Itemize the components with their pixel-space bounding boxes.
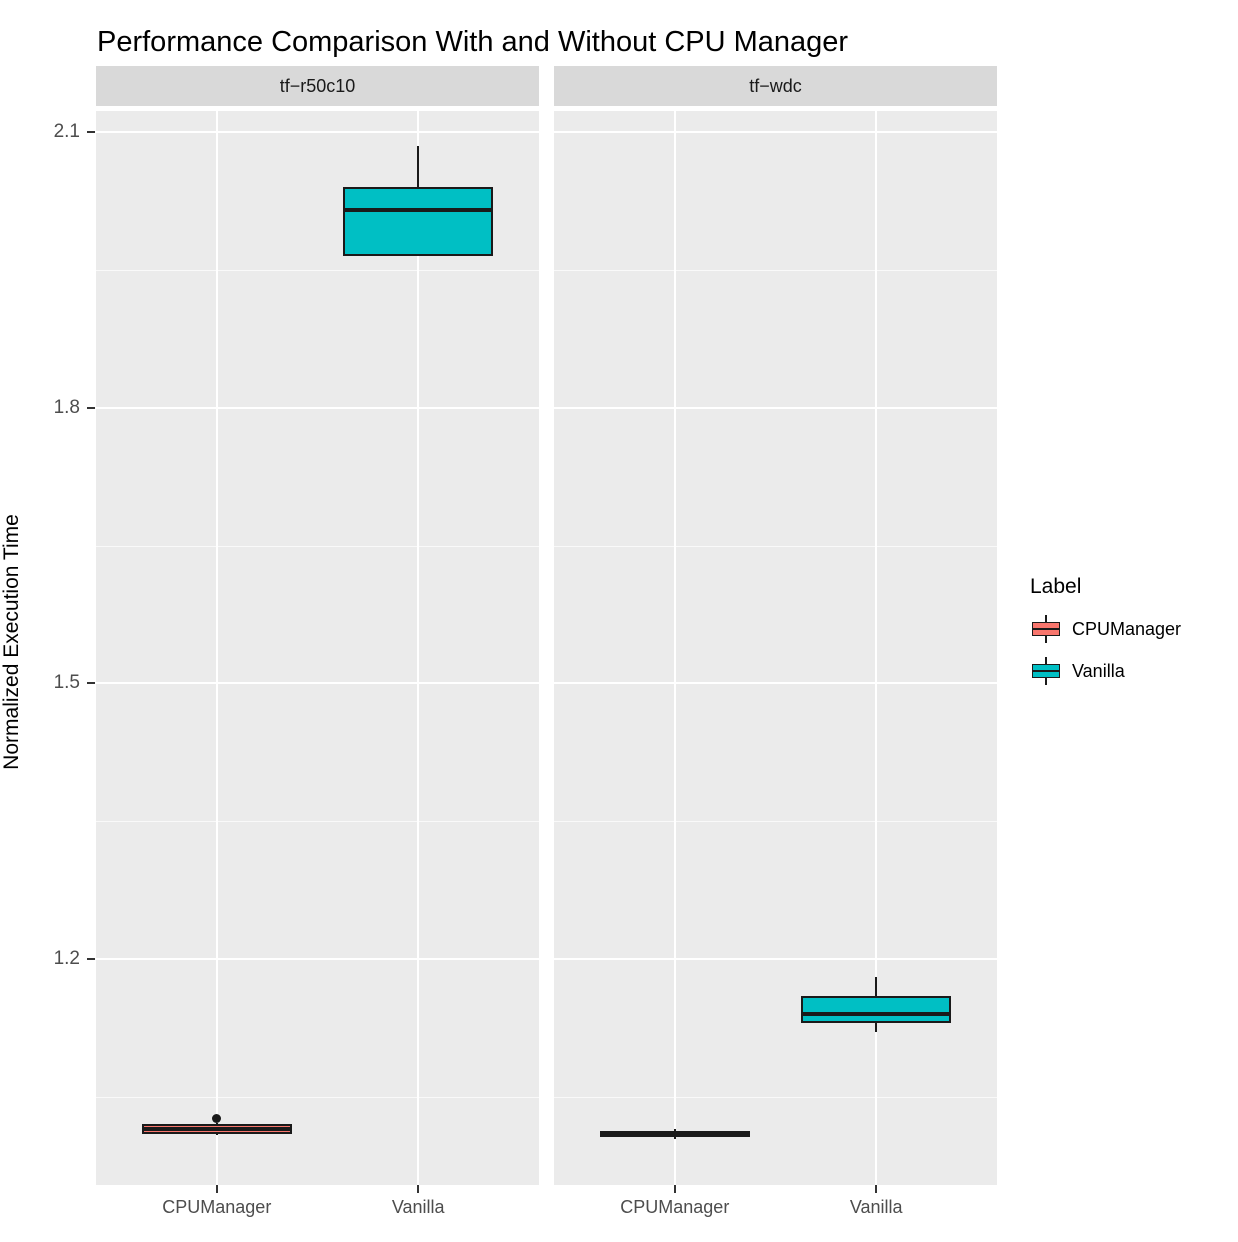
y-tick-mark xyxy=(87,131,95,134)
legend-key-cpumanager xyxy=(1030,613,1062,645)
x-tick-mark xyxy=(875,1185,878,1193)
gridline-major xyxy=(554,682,997,685)
gridline-minor xyxy=(554,545,997,547)
legend-key-median xyxy=(1032,670,1060,672)
facet-strip: tf−r50c10 xyxy=(96,66,539,106)
median-line xyxy=(141,1126,292,1131)
gridline-vertical xyxy=(417,111,420,1185)
x-tick-label: Vanilla xyxy=(849,1197,903,1217)
legend-entries: CPUManager Vanilla xyxy=(1030,613,1181,687)
upper-whisker xyxy=(417,145,420,188)
upper-whisker xyxy=(215,1122,218,1125)
legend-title: Label xyxy=(1030,575,1082,598)
facet-strip: tf−wdc xyxy=(554,66,997,106)
x-tick-mark xyxy=(417,1185,420,1193)
y-tick-mark xyxy=(87,682,95,685)
facet-panel xyxy=(96,111,539,1185)
y-tick-label: 1.5 xyxy=(53,672,80,694)
x-tick-label: CPUManager xyxy=(162,1197,272,1217)
gridline-major xyxy=(96,682,539,685)
gridline-major xyxy=(554,131,997,134)
gridline-major xyxy=(554,957,997,960)
gridline-vertical xyxy=(215,111,218,1185)
gridline-major xyxy=(554,406,997,409)
legend-entry-label: CPUManager xyxy=(1072,618,1182,639)
upper-whisker xyxy=(673,1128,676,1131)
x-tick-mark xyxy=(673,1185,676,1193)
y-axis-label: Normalized Execution Time xyxy=(0,514,23,770)
gridline-minor xyxy=(554,269,997,271)
gridline-vertical xyxy=(875,111,878,1185)
legend-entry: CPUManager xyxy=(1030,613,1181,645)
legend: Label CPUManager Vanilla xyxy=(1030,575,1181,697)
lower-whisker xyxy=(215,1133,218,1136)
legend-entry-label: Vanilla xyxy=(1072,660,1125,681)
gridline-major xyxy=(96,406,539,409)
median-line xyxy=(801,1012,952,1017)
gridline-minor xyxy=(96,545,539,547)
x-tick-label: CPUManager xyxy=(620,1197,730,1217)
x-tick-label: Vanilla xyxy=(391,1197,445,1217)
gridline-minor xyxy=(554,821,997,823)
y-tick-mark xyxy=(87,957,95,960)
chart-title: Performance Comparison With and Without … xyxy=(97,26,849,58)
y-tick-mark xyxy=(87,406,95,409)
lower-whisker xyxy=(875,1023,878,1033)
legend-key-vanilla xyxy=(1030,655,1062,687)
boxplot-box xyxy=(801,995,952,1024)
gridline-minor xyxy=(96,821,539,823)
y-tick-label: 1.8 xyxy=(53,396,80,418)
boxplot-box xyxy=(343,187,494,257)
outlier-point xyxy=(212,1114,222,1124)
gridline-minor xyxy=(96,269,539,271)
gridline-vertical xyxy=(673,111,676,1185)
gridline-minor xyxy=(96,1096,539,1098)
legend-key-median xyxy=(1032,628,1060,630)
y-tick-label: 1.2 xyxy=(53,947,80,969)
gridline-minor xyxy=(554,1096,997,1098)
y-tick-label: 2.1 xyxy=(53,121,80,143)
median-line xyxy=(343,208,494,213)
upper-whisker xyxy=(875,977,878,996)
lower-whisker xyxy=(673,1137,676,1140)
facet-panel xyxy=(554,111,997,1185)
median-line xyxy=(599,1131,750,1136)
legend-entry: Vanilla xyxy=(1030,655,1181,687)
gridline-major xyxy=(96,957,539,960)
gridline-major xyxy=(96,131,539,134)
x-tick-mark xyxy=(215,1185,218,1193)
